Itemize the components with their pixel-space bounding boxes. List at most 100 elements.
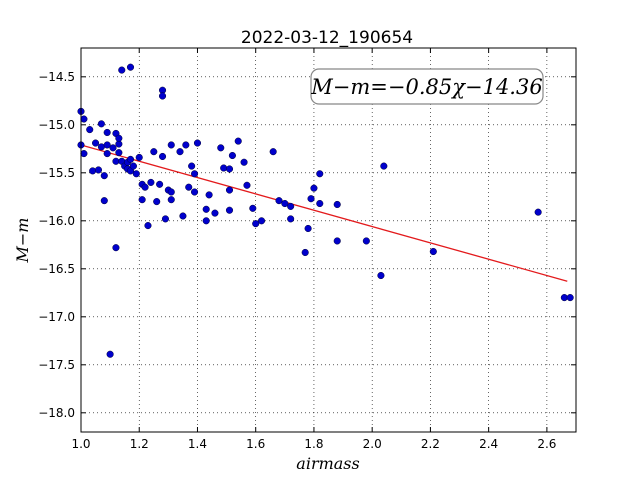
data-point — [275, 197, 283, 205]
x-tick-label: 1.0 — [71, 437, 90, 451]
data-point — [220, 164, 228, 172]
data-point — [150, 148, 158, 156]
x-tick-label: 2.2 — [421, 437, 440, 451]
data-point — [202, 205, 210, 213]
data-point — [135, 153, 143, 161]
data-point — [257, 217, 266, 225]
data-point — [103, 128, 111, 137]
data-point — [225, 206, 234, 214]
data-point — [205, 191, 213, 199]
data-point — [80, 115, 88, 123]
data-point — [429, 247, 437, 256]
y-tick-label: −15.0 — [38, 118, 75, 132]
data-point — [202, 217, 210, 225]
x-tick-label: 2.0 — [363, 437, 382, 451]
data-point — [86, 126, 94, 134]
data-point — [193, 139, 202, 147]
y-tick-label: −16.0 — [38, 214, 75, 228]
data-point — [106, 350, 114, 358]
x-axis-label: airmass — [296, 454, 359, 473]
data-point — [126, 155, 135, 163]
data-point — [316, 199, 324, 208]
data-point — [234, 137, 242, 145]
data-point — [167, 141, 175, 149]
data-point — [249, 204, 257, 212]
x-tick-label: 2.6 — [537, 437, 556, 451]
y-axis-label: M−m — [13, 218, 32, 264]
data-point — [252, 220, 260, 228]
y-tick-label: −17.0 — [38, 310, 75, 324]
data-point — [126, 63, 135, 71]
data-point — [100, 172, 108, 180]
fit-line — [80, 144, 568, 282]
grid — [80, 48, 576, 432]
x-tick-label: 1.8 — [304, 437, 323, 451]
y-tick-label: −16.5 — [38, 262, 75, 276]
data-point — [182, 141, 190, 149]
data-point — [228, 151, 236, 160]
data-point — [176, 148, 184, 156]
data-point — [167, 188, 175, 196]
data-point — [534, 208, 542, 216]
y-tick-label: −17.5 — [38, 358, 75, 372]
data-point — [566, 294, 574, 302]
y-tick-label: −18.0 — [38, 406, 75, 420]
tick-labels: 1.0 1.2 1.4 1.6 1.8 2.0 2.2 2.4 2.6 −14.5 −15.0 −15… — [38, 70, 556, 451]
x-tick-label: 1.2 — [130, 437, 149, 451]
data-point — [144, 222, 152, 230]
data-point — [80, 150, 88, 158]
data-point — [112, 244, 120, 252]
data-point — [129, 162, 137, 170]
data-point — [310, 184, 318, 192]
data-point — [188, 162, 196, 170]
x-tick-label: 1.6 — [246, 437, 265, 451]
y-tick-label: −14.5 — [38, 70, 75, 84]
data-point — [217, 144, 225, 152]
chart-title: 2022-03-12_190654 — [241, 28, 413, 48]
x-tick-label: 2.4 — [479, 437, 498, 451]
data-point — [156, 180, 164, 188]
data-point — [115, 134, 123, 142]
data-point — [316, 170, 324, 178]
data-point — [103, 150, 111, 158]
data-point — [89, 167, 97, 175]
data-point — [380, 162, 388, 170]
y-tick-label: −15.5 — [38, 166, 75, 180]
data-point — [147, 178, 155, 186]
data-point — [287, 202, 295, 210]
data-point — [377, 271, 385, 280]
data-point — [191, 188, 199, 196]
data-point — [97, 120, 105, 128]
data-point — [153, 198, 161, 206]
data-point — [158, 152, 167, 161]
data-point — [301, 248, 309, 257]
data-point — [179, 212, 187, 220]
fit-line-group — [80, 144, 568, 282]
data-point — [191, 170, 199, 178]
data-point — [109, 144, 117, 152]
data-point — [158, 92, 167, 100]
fit-annotation: M−m=−0.85χ−14.36 — [310, 75, 542, 99]
data-point — [269, 148, 277, 156]
data-points — [77, 63, 574, 358]
data-point — [304, 224, 312, 233]
data-point — [118, 66, 126, 74]
data-point — [161, 215, 169, 223]
data-point — [362, 237, 370, 245]
data-point — [225, 165, 234, 173]
data-point — [287, 215, 295, 223]
data-point — [185, 183, 193, 191]
data-point — [100, 197, 108, 205]
data-point — [138, 196, 146, 204]
data-point — [132, 170, 140, 178]
data-point — [225, 186, 234, 194]
plot-frame — [80, 47, 577, 433]
data-point — [333, 237, 341, 245]
data-point — [307, 195, 315, 203]
ticks — [80, 48, 576, 432]
data-point — [211, 209, 219, 217]
data-point — [141, 183, 149, 191]
data-point — [167, 196, 175, 204]
data-point — [333, 200, 341, 209]
